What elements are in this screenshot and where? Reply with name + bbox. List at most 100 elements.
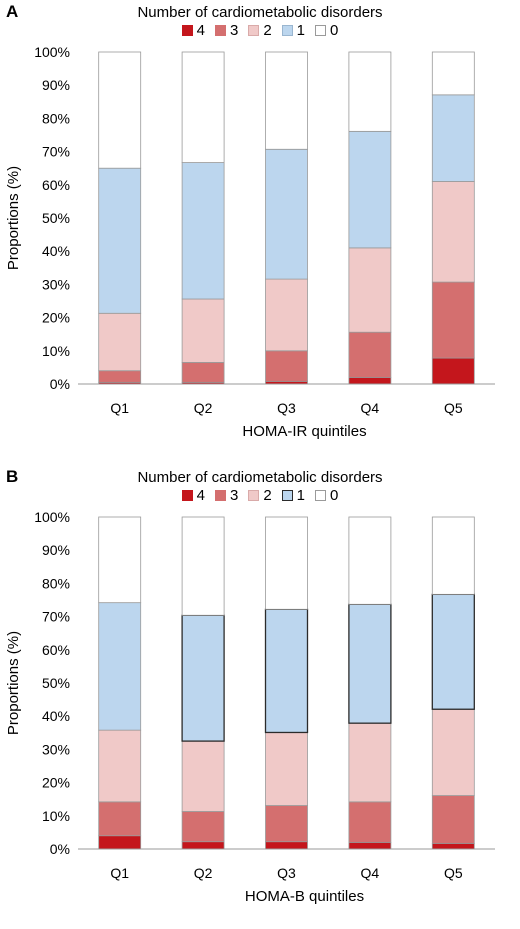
bar-segment-q1-0 <box>98 51 142 169</box>
bar-segment-q3-3 <box>265 350 308 382</box>
bar-segment-q3-0 <box>265 51 308 150</box>
stacked-bar-chart-a: 0% 10% 20% 30% 40% 50% 60% 70% 80% 90% 100% Proport… <box>5 44 495 440</box>
legend-swatch-3 <box>214 25 226 36</box>
x-tick-label: Q4 <box>361 400 380 416</box>
bar-segment-q5-0 <box>431 51 475 96</box>
bar-segment-q2-2 <box>181 740 225 812</box>
bar-segment-q4-1 <box>348 603 392 724</box>
bar-segment-q3-2 <box>265 732 308 806</box>
legend-swatch-1 <box>281 490 293 501</box>
bar-segment-q5-1 <box>431 593 475 710</box>
bar-segment-q1-2 <box>98 729 142 803</box>
y-tick-label: 30% <box>42 741 70 757</box>
x-tick-label: Q3 <box>277 400 296 416</box>
bar-segment-q5-1 <box>431 94 475 182</box>
y-tick-label: 50% <box>42 675 70 691</box>
y-tick-label: 40% <box>42 243 70 259</box>
bar-segment-q3-4 <box>265 841 308 850</box>
legend-item-4: 4 <box>181 487 205 504</box>
bar-segment-q1-2 <box>98 312 142 372</box>
y-tick-label: 90% <box>42 77 70 93</box>
legend-swatch-2 <box>248 25 260 36</box>
bar-segment-q2-3 <box>181 811 225 843</box>
legend-label: 3 <box>229 487 239 504</box>
bar-segment-q4-1 <box>348 130 392 249</box>
bar-segment-q4-0 <box>348 51 392 132</box>
legend-label: 1 <box>296 22 306 39</box>
bar-segment-q4-2 <box>348 247 392 333</box>
legend-label: 4 <box>196 22 205 39</box>
legend-item-3: 3 <box>214 22 239 39</box>
legend-swatch-2 <box>248 490 260 501</box>
legend-label: 2 <box>263 22 272 39</box>
bar-segment-q5-4 <box>431 842 475 850</box>
x-axis-label: HOMA-B quintiles <box>245 888 364 905</box>
legend-label: 3 <box>229 22 239 39</box>
y-tick-label: 100% <box>34 509 70 525</box>
legend-item-4: 4 <box>181 22 205 39</box>
y-tick-label: 40% <box>42 708 70 724</box>
bar-segment-q2-3 <box>181 362 225 383</box>
y-tick-label: 70% <box>42 609 70 625</box>
y-tick-label: 70% <box>42 144 70 160</box>
legend-swatch-1 <box>281 25 293 36</box>
x-tick-label: Q5 <box>444 865 463 881</box>
y-tick-label: 0% <box>50 376 70 392</box>
legend-label: 1 <box>296 487 306 504</box>
bar-segment-q2-0 <box>181 516 225 616</box>
bar-segment-q5-4 <box>431 357 475 385</box>
y-tick-label: 10% <box>42 343 70 359</box>
bar-segment-q4-3 <box>348 801 392 843</box>
y-axis-label: Proportions (%) <box>5 631 22 735</box>
y-tick-label: 10% <box>42 808 70 824</box>
y-tick-label: 20% <box>42 310 70 326</box>
bar-segment-q1-3 <box>98 370 142 383</box>
bar-segment-q5-3 <box>431 795 475 844</box>
bar-segment-q5-0 <box>431 516 475 595</box>
x-tick-label: Q3 <box>277 865 296 881</box>
legend-item-0: 0 <box>315 22 338 39</box>
stacked-bar-chart-b: 0% 10% 20% 30% 40% 50% 60% 70% 80% 90% 100% Proport… <box>5 509 495 905</box>
bar-segment-q3-1 <box>264 608 309 734</box>
chart-panel-a: A Number of cardiometabolic disorders 4 … <box>0 0 520 464</box>
bar-segment-q3-3 <box>265 805 308 843</box>
y-tick-label: 0% <box>50 841 70 857</box>
y-tick-label: 90% <box>42 542 70 558</box>
bar-segment-q4-4 <box>348 841 392 850</box>
x-tick-label: Q1 <box>110 400 129 416</box>
legend-item-3: 3 <box>214 487 239 504</box>
y-tick-label: 20% <box>42 775 70 791</box>
x-axis-label: HOMA-IR quintiles <box>242 423 366 440</box>
legend-item-0: 0 <box>315 487 338 504</box>
legend-item-2: 2 <box>248 487 272 504</box>
y-axis-label: Proportions (%) <box>5 166 22 270</box>
y-tick-label: 100% <box>34 44 70 60</box>
y-tick-label: 60% <box>42 642 70 658</box>
bar-segment-q2-1 <box>181 614 225 742</box>
y-tick-label: 30% <box>42 276 70 292</box>
y-tick-label: 50% <box>42 210 70 226</box>
legend-swatch-0 <box>315 25 327 36</box>
bar-segment-q1-1 <box>98 602 142 731</box>
legend-item-2: 2 <box>248 22 272 39</box>
bar-segment-q4-0 <box>348 516 392 605</box>
bar-segment-q3-2 <box>265 278 308 352</box>
bar-segment-q5-3 <box>431 281 475 359</box>
x-tick-label: Q1 <box>110 865 129 881</box>
bar-segment-q1-4 <box>98 835 142 850</box>
bar-segment-q3-1 <box>265 148 308 280</box>
chart-panel-b: B Number of cardiometabolic disorders 4 … <box>0 465 520 929</box>
legend: 4 3 2 1 0 <box>0 487 520 504</box>
bar-segment-q4-3 <box>348 331 392 378</box>
legend-label: 0 <box>330 22 339 39</box>
panel-label: A <box>6 2 19 21</box>
x-tick-label: Q5 <box>444 400 463 416</box>
bar-segment-q1-0 <box>98 516 142 604</box>
bar-segment-q2-2 <box>181 298 225 363</box>
legend-swatch-0 <box>315 490 327 501</box>
legend-item-1: 1 <box>281 487 306 504</box>
y-tick-label: 80% <box>42 575 70 591</box>
bar-segment-q1-1 <box>98 167 142 314</box>
legend-swatch-3 <box>214 490 226 501</box>
bar-segment-q2-1 <box>181 162 225 300</box>
